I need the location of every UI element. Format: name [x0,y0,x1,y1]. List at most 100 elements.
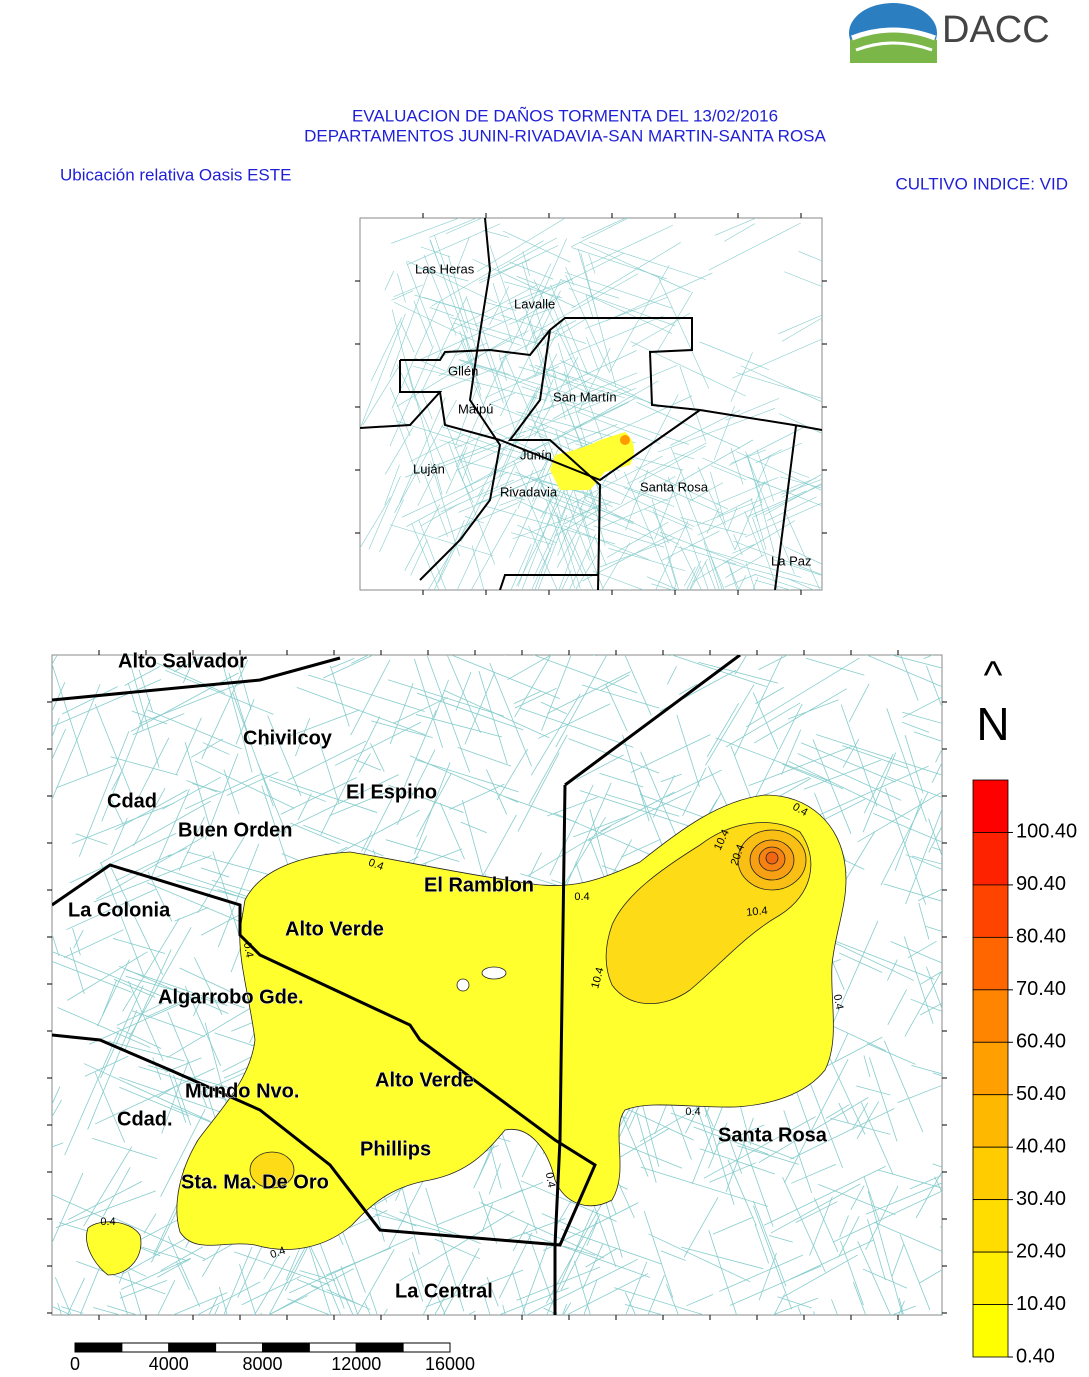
road [850,1185,865,1210]
road [219,655,253,773]
road [83,1063,211,1122]
road [368,476,401,550]
road [727,1159,757,1226]
road [686,1294,714,1307]
road [429,307,454,317]
road [863,753,894,814]
road [101,699,151,822]
road [52,662,89,776]
road [476,218,566,272]
place-label: Santa Rosa [640,479,709,494]
road [592,655,597,657]
road [117,601,219,654]
road [202,742,230,755]
road [955,1010,975,1075]
road [565,275,610,372]
road [862,752,897,833]
place-label: La Central [395,1280,493,1302]
road [680,546,702,590]
road [21,1318,66,1377]
road [406,261,443,357]
road [902,711,942,724]
road [384,270,394,291]
road [648,1233,751,1283]
road [362,367,399,426]
road [52,728,67,761]
road [540,480,584,575]
road [329,665,350,727]
road [549,476,561,517]
scale-segment [308,1342,357,1353]
road [706,703,739,758]
place-label: Algarrobo Gde. [158,986,304,1008]
road [150,788,190,880]
road [925,925,942,932]
road [460,442,548,490]
road [521,262,557,379]
road [393,284,423,298]
road [710,555,723,590]
road [147,1065,242,1092]
road [935,748,942,763]
road [416,773,452,838]
road [433,679,449,718]
road [522,300,555,408]
road [730,447,744,485]
road [173,655,207,672]
road [197,828,250,914]
road [497,237,557,271]
road [267,1295,308,1315]
road [253,1255,291,1315]
road [891,1305,916,1315]
road [756,454,771,486]
road [519,707,634,748]
road [387,679,504,717]
road [296,1278,320,1289]
road [580,506,592,541]
road [782,763,844,790]
place-label: Las Heras [415,261,475,276]
road [389,524,494,556]
road [787,699,839,720]
road [379,499,404,553]
road [890,655,942,669]
road [454,236,470,276]
road [795,1201,838,1223]
road [753,1205,793,1310]
road [384,464,400,506]
road [613,1287,704,1315]
road [533,473,581,579]
road [7,1225,41,1284]
place-label: El Ramblon [424,874,534,896]
road [585,1247,618,1268]
road [185,774,260,810]
road [326,1289,371,1310]
road [420,503,460,527]
road [52,951,175,1002]
road [544,350,637,395]
road [296,687,426,736]
road [453,322,522,346]
road [602,493,681,528]
road [782,1176,826,1273]
road [638,445,706,483]
place-label: Lavalle [514,296,555,311]
road [217,843,260,948]
road [697,466,736,551]
road [336,809,420,855]
road [131,1010,206,1037]
road [601,542,631,590]
road [450,362,469,373]
road [624,471,674,590]
road [226,640,246,648]
road [747,490,807,517]
road [778,413,822,434]
road [514,471,634,525]
place-label: Alto Verde [285,918,384,940]
road [496,748,528,801]
road [138,682,242,724]
road [733,540,822,576]
inset-map [355,213,827,595]
road [628,589,631,590]
